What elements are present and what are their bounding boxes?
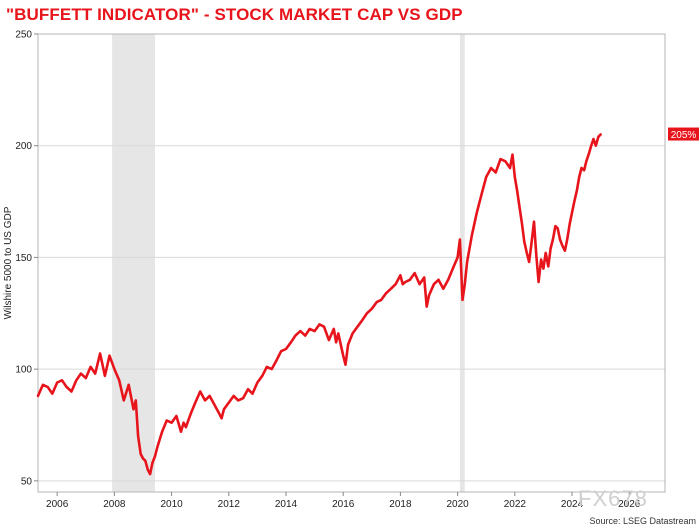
y-tick-label: 250 [15,30,32,41]
x-tick-label: 2006 [46,499,69,510]
y-axis: 50 100 150 200 250 [15,30,38,487]
recession-band-0 [112,34,155,492]
y-tick-label: 200 [15,141,32,152]
x-tick-label: 2022 [504,499,527,510]
x-tick-label: 2016 [332,499,355,510]
x-tick-label: 2026 [618,499,641,510]
x-tick-label: 2018 [389,499,412,510]
last-value-badge: 205% [668,127,699,141]
x-tick-label: 2012 [218,499,241,510]
recession-band-1 [459,34,465,492]
y-axis-label: Wilshire 5000 to US GDP [3,206,14,319]
x-tick-label: 2024 [561,499,584,510]
x-tick-label: 2008 [103,499,126,510]
series-line [36,133,602,476]
chart-title: "BUFFETT INDICATOR" - STOCK MARKET CAP V… [6,5,463,24]
source-note: Source: LSEG Datastream [589,516,696,526]
y-tick-label: 150 [15,253,32,264]
x-tick-label: 2010 [160,499,183,510]
x-tick-label: 2014 [275,499,298,510]
x-tick-label: 2020 [446,499,469,510]
last-value-badge-bg [668,127,699,141]
x-axis: 2006 2008 2010 2012 2014 2016 2018 2020 2022 2024… [46,492,641,510]
y-tick-label: 100 [15,365,32,376]
last-value-label: 205% [671,130,697,141]
y-tick-label: 50 [21,476,33,487]
recession-bands [112,34,465,492]
plot-frame [37,33,666,493]
watermark: FX678 [578,486,648,511]
